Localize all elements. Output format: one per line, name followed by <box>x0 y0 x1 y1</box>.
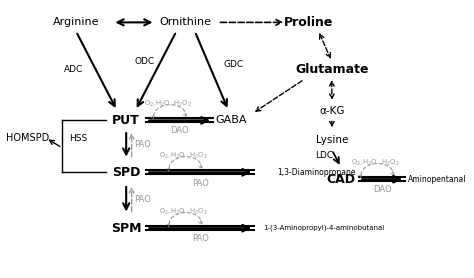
Text: HOMSPD: HOMSPD <box>6 133 49 143</box>
Text: DAO: DAO <box>170 126 189 135</box>
Text: PAO: PAO <box>192 234 209 244</box>
Text: GDC: GDC <box>224 60 244 69</box>
Text: PUT: PUT <box>112 114 140 127</box>
Text: DAO: DAO <box>373 185 392 194</box>
Text: O$_2$,H$_2$O: O$_2$,H$_2$O <box>144 99 171 109</box>
Text: 1,3-Diaminopropane: 1,3-Diaminopropane <box>277 168 356 177</box>
Text: HSS: HSS <box>70 133 88 143</box>
Text: Glutamate: Glutamate <box>295 63 369 76</box>
Text: Lysine: Lysine <box>316 135 348 145</box>
Text: H$_2$O$_2$: H$_2$O$_2$ <box>189 207 208 217</box>
Text: GABA: GABA <box>216 115 247 125</box>
Text: H$_2$O$_2$: H$_2$O$_2$ <box>189 151 208 161</box>
Text: CAD: CAD <box>327 173 356 186</box>
Text: α-KG: α-KG <box>319 106 345 116</box>
Text: ADC: ADC <box>64 65 83 74</box>
Text: LDC: LDC <box>316 151 334 160</box>
Text: PAO: PAO <box>192 178 209 188</box>
Text: ODC: ODC <box>135 57 155 66</box>
Text: O$_2$,H$_2$O: O$_2$,H$_2$O <box>159 151 186 161</box>
Text: PAO: PAO <box>134 140 151 149</box>
Text: Ornithine: Ornithine <box>160 18 211 27</box>
Text: 1-(3-Aminopropyl)-4-aminobutanal: 1-(3-Aminopropyl)-4-aminobutanal <box>263 225 384 231</box>
Text: O$_2$,H$_2$O: O$_2$,H$_2$O <box>159 207 186 217</box>
Text: H$_2$O$_2$: H$_2$O$_2$ <box>173 99 192 109</box>
Text: H$_2$O$_2$: H$_2$O$_2$ <box>381 157 400 168</box>
Text: SPM: SPM <box>111 222 141 235</box>
Text: SPD: SPD <box>112 166 140 179</box>
Text: Proline: Proline <box>284 16 334 29</box>
Text: Arginine: Arginine <box>53 18 99 27</box>
Text: O$_2$,H$_2$O: O$_2$,H$_2$O <box>351 157 378 168</box>
Text: PAO: PAO <box>134 195 151 204</box>
Text: Aminopentanal: Aminopentanal <box>408 175 466 184</box>
